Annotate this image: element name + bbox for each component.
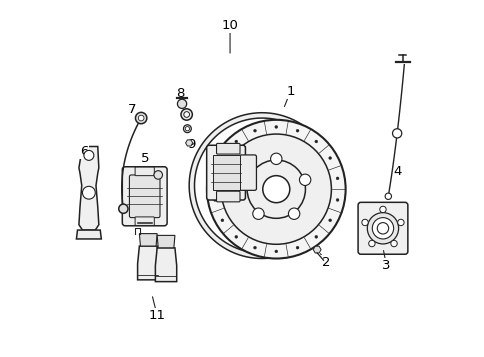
FancyBboxPatch shape [206,145,245,200]
Polygon shape [155,248,176,282]
Circle shape [299,174,310,186]
Circle shape [177,99,186,109]
Circle shape [397,219,403,226]
Text: 7: 7 [128,103,136,116]
Circle shape [288,208,299,220]
Circle shape [213,177,216,180]
Circle shape [384,193,391,200]
FancyBboxPatch shape [357,202,407,254]
Text: 3: 3 [381,259,390,272]
Circle shape [183,112,189,117]
Circle shape [377,223,388,234]
Circle shape [221,157,223,160]
Circle shape [185,127,189,131]
Polygon shape [139,233,157,246]
Circle shape [372,218,393,239]
Circle shape [82,186,95,199]
Circle shape [119,204,128,213]
Circle shape [84,150,94,160]
FancyBboxPatch shape [135,167,154,176]
Circle shape [262,176,289,203]
Text: 9: 9 [186,138,195,151]
Text: 5: 5 [140,152,149,165]
Circle shape [361,219,367,226]
Polygon shape [157,235,175,248]
FancyBboxPatch shape [216,191,240,202]
Circle shape [366,213,398,244]
Text: 10: 10 [221,19,238,32]
Text: 2: 2 [321,256,330,268]
Circle shape [252,208,264,220]
Text: 11: 11 [149,309,166,322]
Circle shape [392,129,401,138]
Circle shape [379,206,385,213]
Circle shape [335,177,338,180]
Circle shape [253,246,256,249]
Circle shape [335,198,338,201]
Text: 6: 6 [80,145,88,158]
Polygon shape [79,146,99,230]
Text: 4: 4 [392,165,401,178]
FancyBboxPatch shape [135,217,154,225]
Circle shape [153,171,162,179]
Circle shape [221,134,331,244]
Circle shape [135,112,147,124]
Circle shape [390,240,396,247]
Polygon shape [189,113,324,258]
Circle shape [296,246,298,249]
Circle shape [328,219,331,222]
Text: 8: 8 [176,87,184,100]
Circle shape [296,129,298,132]
Polygon shape [313,246,320,253]
FancyBboxPatch shape [216,144,240,154]
Circle shape [207,120,345,258]
Circle shape [213,198,216,201]
Circle shape [270,153,281,165]
Circle shape [234,140,237,143]
Circle shape [314,140,317,143]
Polygon shape [137,246,159,280]
Polygon shape [76,230,101,239]
Circle shape [241,174,253,186]
FancyBboxPatch shape [239,155,256,190]
Circle shape [181,109,192,120]
Circle shape [234,235,237,238]
Circle shape [368,240,374,247]
Circle shape [274,250,277,253]
FancyBboxPatch shape [122,167,167,226]
Polygon shape [360,205,404,251]
Circle shape [314,235,317,238]
FancyBboxPatch shape [129,175,160,218]
Circle shape [247,160,305,218]
Polygon shape [185,140,192,146]
Polygon shape [212,155,239,190]
Circle shape [328,157,331,160]
Circle shape [221,219,223,222]
Circle shape [183,125,191,133]
Circle shape [274,126,277,129]
Text: 1: 1 [286,85,294,98]
Circle shape [138,115,144,121]
Circle shape [253,129,256,132]
